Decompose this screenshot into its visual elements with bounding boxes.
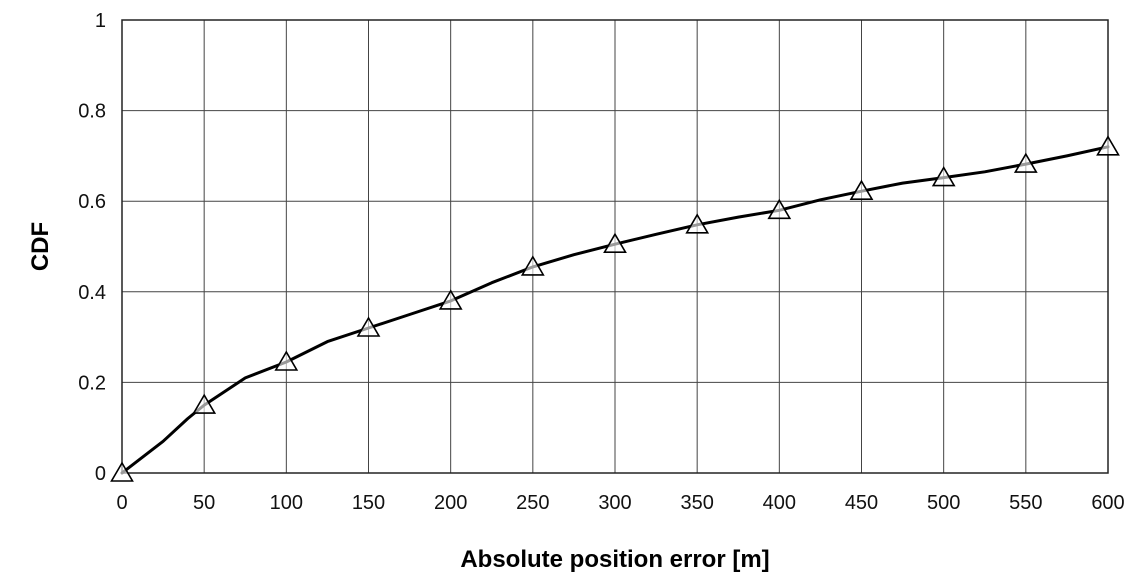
y-axis-title: CDF [27, 222, 54, 271]
y-axis-tick-labels: 0 0.2 0.4 0.6 0.8 1 [78, 10, 106, 485]
x-axis-title: Absolute position error [m] [460, 546, 769, 573]
triangle-marker [520, 255, 545, 276]
x-tick-label: 200 [434, 492, 467, 514]
triangle-marker [1096, 135, 1120, 156]
triangle-marker [274, 350, 299, 371]
x-tick-label: 450 [845, 492, 878, 514]
triangle-marker [356, 316, 381, 337]
y-tick-label: 1 [95, 10, 106, 32]
triangle-marker [110, 461, 134, 482]
y-tick-label: 0.6 [78, 191, 106, 213]
triangle-marker [1013, 152, 1038, 173]
triangle-marker [192, 393, 217, 414]
y-tick-label: 0 [95, 463, 106, 485]
x-tick-label: 100 [270, 492, 303, 514]
x-tick-label: 350 [680, 492, 713, 514]
x-tick-label: 250 [516, 492, 549, 514]
x-axis-tick-labels: 0 50 100 150 200 250 300 350 400 450 500 550 600 [116, 492, 1124, 514]
x-tick-label: 550 [1009, 492, 1042, 514]
x-tick-label: 600 [1091, 492, 1124, 514]
x-tick-label: 0 [116, 492, 127, 514]
triangle-marker [685, 213, 710, 234]
triangle-marker [603, 232, 627, 253]
triangle-marker [931, 166, 956, 187]
triangle-marker [438, 289, 463, 310]
triangle-marker [767, 198, 792, 220]
plot-area-frame [121, 19, 1109, 474]
x-tick-label: 50 [193, 492, 215, 514]
triangle-marker [849, 179, 874, 200]
y-tick-label: 0.2 [78, 372, 106, 394]
cdf-series-markers [110, 135, 1120, 482]
x-tick-label: 400 [763, 492, 796, 514]
x-tick-label: 300 [598, 492, 631, 514]
x-tick-label: 500 [927, 492, 960, 514]
x-tick-label: 150 [352, 492, 385, 514]
y-tick-label: 0.8 [78, 101, 106, 123]
y-tick-label: 0.4 [78, 282, 106, 304]
